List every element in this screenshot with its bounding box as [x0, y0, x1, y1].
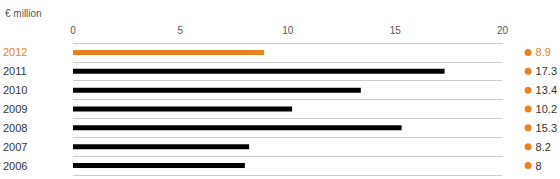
- svg-text:10.2: 10.2: [536, 103, 557, 115]
- svg-text:2008: 2008: [3, 122, 27, 134]
- svg-text:15: 15: [390, 25, 402, 36]
- svg-text:17.3: 17.3: [536, 65, 557, 77]
- svg-text:8.2: 8.2: [536, 141, 551, 153]
- svg-text:2011: 2011: [3, 65, 27, 77]
- svg-text:5: 5: [178, 25, 184, 36]
- svg-text:15.3: 15.3: [536, 122, 557, 134]
- svg-text:€ million: € million: [5, 8, 42, 19]
- svg-text:2009: 2009: [3, 103, 27, 115]
- svg-text:2010: 2010: [3, 84, 27, 96]
- svg-text:0: 0: [70, 25, 76, 36]
- svg-text:13.4: 13.4: [536, 84, 557, 96]
- svg-text:2006: 2006: [3, 160, 27, 172]
- svg-text:8: 8: [536, 160, 542, 172]
- svg-text:8.9: 8.9: [536, 46, 551, 58]
- svg-text:2012: 2012: [3, 46, 27, 58]
- svg-text:20: 20: [497, 25, 509, 36]
- svg-text:10: 10: [282, 25, 294, 36]
- svg-text:2007: 2007: [3, 141, 27, 153]
